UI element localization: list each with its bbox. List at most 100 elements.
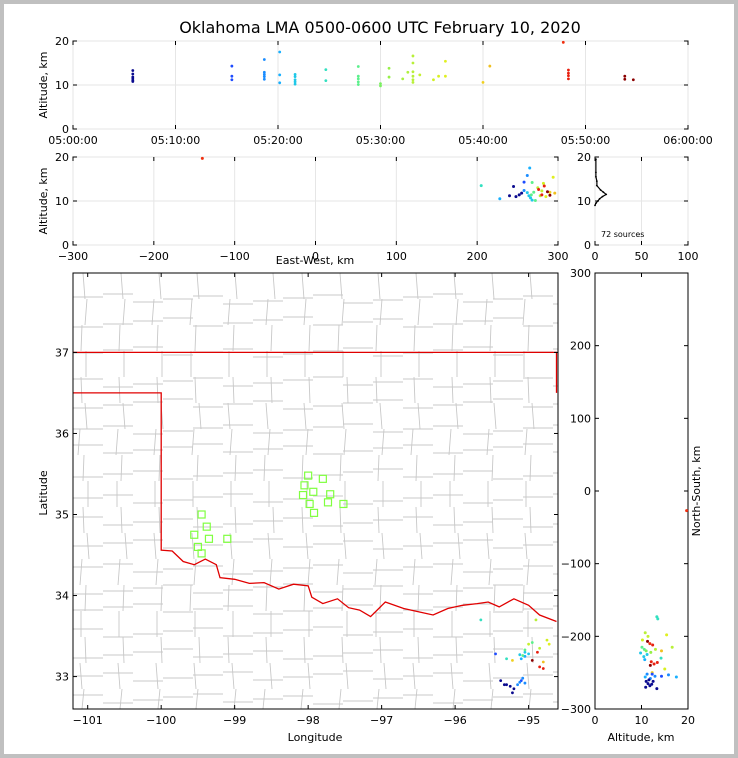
ew-height-point-16 — [532, 190, 536, 194]
histogram-bin-2 — [595, 175, 597, 178]
ns-height-point-35 — [674, 675, 678, 679]
ns-height-point-0 — [685, 509, 689, 513]
ns-height-panel: 0 10 20 −300 −200 −100 0 100 200 300 Altitude, km… — [561, 267, 703, 744]
ns-height-point-39 — [651, 679, 655, 683]
ns-height-point-2 — [656, 617, 660, 621]
p4-ytick-label-4: 37 — [55, 346, 69, 359]
p2-xtick-label-4: 100 — [386, 250, 407, 263]
ew-height-point-29 — [540, 193, 544, 197]
plan-view-point-22 — [534, 618, 538, 622]
histogram-bin-9 — [598, 197, 601, 200]
p1-xtick-label-2: 05:20:00 — [253, 134, 302, 147]
time-height-point-40 — [411, 80, 415, 84]
ns-height-frame — [594, 272, 689, 710]
altitude-histogram-panel: 0 50 100 0 10 20 72 sources — [577, 151, 699, 263]
time-height-point-44 — [444, 59, 447, 63]
ns-height-point-7 — [648, 642, 652, 646]
plan-view-point-26 — [547, 642, 551, 646]
station-marker-2 — [190, 530, 199, 539]
p5-ytick-label-6: 300 — [570, 267, 591, 280]
histogram-bin-11 — [595, 202, 597, 205]
ns-height-point-33 — [666, 673, 670, 677]
time-height-point-42 — [432, 78, 435, 82]
plan-view-point-4 — [502, 683, 506, 687]
p2-xtick-label-5: 200 — [467, 250, 488, 263]
p1-ytick-label-1: 10 — [55, 79, 69, 92]
ns-height-point-32 — [650, 672, 654, 676]
ew-height-point-0 — [200, 156, 204, 160]
plan-view-point-19 — [523, 648, 527, 652]
time-height-point-38 — [411, 74, 415, 78]
ew-height-point-2 — [498, 197, 502, 201]
time-height-point-53 — [623, 74, 627, 78]
ns-height-point-42 — [647, 678, 651, 682]
p1-xtick-label-6: 06:00:00 — [663, 134, 712, 147]
plan-view-point-6 — [494, 652, 497, 656]
p2-xtick-label-2: −100 — [220, 250, 250, 263]
plan-view-point-32 — [530, 658, 534, 662]
ew-height-point-31 — [545, 190, 549, 194]
time-height-point-8 — [230, 78, 234, 82]
p4-ytick-label-0: 33 — [55, 671, 69, 684]
ew-height-point-8 — [522, 188, 526, 192]
time-height-point-48 — [561, 40, 565, 44]
ew-height-point-13 — [529, 196, 533, 200]
time-height-point-19 — [293, 78, 297, 82]
ns-height-point-40 — [655, 687, 659, 691]
station-marker-3 — [204, 534, 214, 543]
p4-xtick-label-4: −97 — [370, 714, 393, 727]
ew-height-point-24 — [544, 195, 548, 199]
ns-height-point-17 — [639, 651, 643, 655]
station-marker-9 — [309, 487, 318, 496]
plan-view-point-12 — [523, 654, 527, 658]
ns-height-point-15 — [649, 650, 653, 654]
plan-view-point-29 — [538, 665, 542, 669]
figure-title: Oklahoma LMA 0500-0600 UTC February 10, … — [179, 18, 581, 37]
station-marker-12 — [326, 490, 335, 499]
p2-xtick-label-0: −300 — [58, 250, 88, 263]
time-height-point-25 — [356, 74, 360, 78]
ew-height-point-17 — [533, 199, 537, 203]
time-height-point-14 — [278, 50, 282, 54]
time-height-panel: 05:00:00 05:10:00 05:20:00 05:30:00 05:40:00… — [37, 35, 713, 147]
ew-height-point-25 — [548, 190, 552, 194]
time-height-point-41 — [418, 73, 422, 77]
plan-view-point-30 — [541, 667, 545, 670]
time-height-point-16 — [278, 81, 282, 85]
plan-view-point-20 — [530, 641, 534, 644]
source-count-annotation: 72 sources — [601, 230, 644, 239]
ns-height-point-37 — [646, 682, 650, 686]
ew-height-xlabel: East-West, km — [276, 254, 354, 267]
ew-height-point-5 — [514, 195, 518, 199]
ew-height-point-15 — [527, 194, 531, 198]
time-height-point-31 — [387, 66, 391, 70]
time-height-point-9 — [262, 58, 266, 61]
plan-view-point-18 — [505, 657, 508, 661]
station-marker-13 — [305, 499, 314, 509]
histogram-bin-8 — [601, 195, 604, 198]
plan-view-point-14 — [523, 650, 527, 654]
ew-height-point-27 — [553, 191, 557, 195]
histogram-bin-4 — [595, 184, 598, 187]
ew-height-point-22 — [540, 189, 544, 193]
p5-ytick-label-1: −200 — [561, 630, 591, 643]
time-height-point-22 — [324, 68, 328, 71]
p4-xtick-label-3: −98 — [297, 714, 320, 727]
figure-frame: Oklahoma LMA 0500-0600 UTC February 10, … — [4, 4, 734, 754]
plan-view-point-28 — [541, 660, 545, 664]
ns-height-point-23 — [652, 662, 656, 666]
histogram-bin-0 — [595, 158, 597, 161]
time-height-point-11 — [262, 73, 266, 76]
ew-height-point-19 — [529, 193, 533, 197]
p4-ytick-label-1: 34 — [55, 590, 69, 603]
station-marker-6 — [223, 534, 232, 543]
p5-ytick-label-2: −100 — [561, 558, 591, 571]
plan-view-point-9 — [523, 681, 527, 685]
histogram-bin-10 — [596, 200, 599, 202]
time-height-point-47 — [488, 64, 492, 68]
ew-height-point-4 — [512, 184, 516, 188]
station-marker-5 — [197, 549, 206, 558]
lma-figure: Oklahoma LMA 0500-0600 UTC February 10, … — [37, 18, 713, 744]
p3-xtick-label-1: 50 — [635, 250, 649, 263]
plan-view-point-31 — [536, 650, 539, 654]
